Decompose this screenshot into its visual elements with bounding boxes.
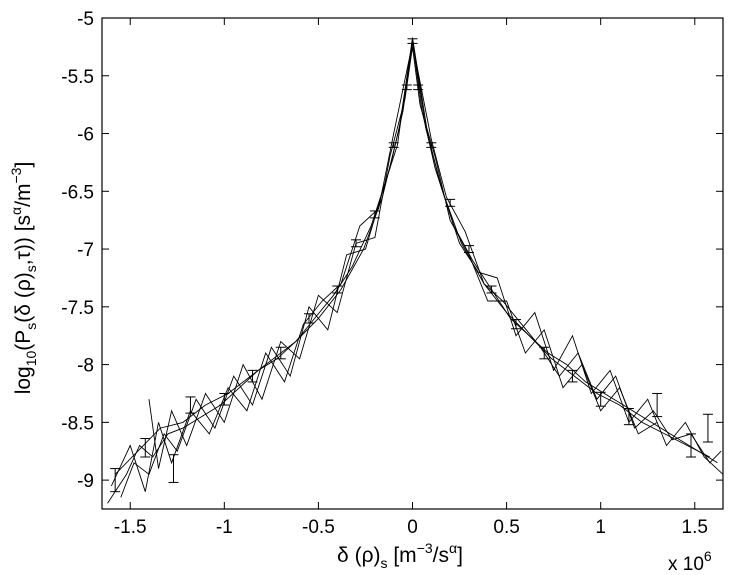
error-bar-22 — [567, 369, 578, 383]
x-tick-label: 1.5 — [682, 517, 708, 538]
error-bar-7 — [275, 346, 286, 360]
error-bar-3 — [168, 454, 179, 483]
error-bar-11 — [369, 210, 380, 219]
error-bar-13 — [401, 84, 412, 91]
x-tick-label: 1 — [595, 517, 606, 538]
error-bar-1 — [110, 468, 121, 493]
x-tick-label: 0.5 — [493, 517, 519, 538]
error-bar-23 — [595, 391, 606, 407]
series-line-4 — [148, 46, 658, 469]
error-bar-9 — [332, 285, 343, 294]
x-tick-label: -1.5 — [114, 517, 147, 538]
y-tick-label: -5.5 — [61, 67, 94, 88]
x-tick-label: 0 — [407, 517, 418, 538]
y-tick-label: -8.5 — [61, 413, 94, 434]
x-tick-label: -1 — [216, 517, 233, 538]
series-line-1 — [107, 41, 718, 504]
error-bar-8 — [304, 313, 314, 324]
error-bar-6 — [247, 369, 258, 383]
series-line-5 — [114, 39, 711, 475]
error-bar-26 — [686, 433, 697, 458]
error-bar-12 — [388, 142, 399, 148]
y-tick-label: -8 — [77, 356, 94, 377]
error-bar-21 — [539, 346, 550, 360]
error-bar-24 — [623, 407, 634, 426]
plot-area — [101, 17, 724, 510]
y-axis-label: log10(Ps(δ (ρ)s,τ)) [sα/m−3] — [8, 162, 39, 395]
error-bar-14 — [407, 38, 418, 44]
error-bar-17 — [445, 198, 456, 207]
error-bar-25 — [652, 392, 663, 418]
error-bar-5 — [219, 392, 230, 406]
error-bar-10 — [351, 239, 362, 248]
series-group — [107, 37, 723, 504]
error-bar-2 — [140, 438, 151, 458]
y-tick-label: -7.5 — [61, 298, 94, 319]
y-tick-label: -5 — [77, 9, 94, 30]
error-bar-20 — [511, 319, 521, 330]
series-line-2 — [120, 37, 723, 498]
error-bar-18 — [463, 245, 474, 254]
error-bar-19 — [486, 285, 497, 294]
x-axis-label: δ (ρ)s [m−3/sα] — [337, 540, 463, 571]
x-tick-label: -0.5 — [302, 517, 335, 538]
error-bar-27 — [702, 413, 713, 443]
error-bar-16 — [426, 142, 437, 148]
error-bar-15 — [413, 84, 424, 91]
error-bar-4 — [185, 396, 196, 414]
x-multiplier-label: x 106 — [668, 548, 712, 575]
y-tick-label: -7 — [77, 240, 94, 261]
y-tick-label: -9 — [77, 471, 94, 492]
y-tick-label: -6 — [77, 125, 94, 146]
axis-ticks: -1.5 -1 -0.5 0 0.5 1 1.5 -9 -8.5 -8 -7.5 -7 -6.5 -6 -5… — [61, 9, 723, 538]
plot-frame — [101, 17, 724, 510]
y-tick-label: -6.5 — [61, 182, 94, 203]
